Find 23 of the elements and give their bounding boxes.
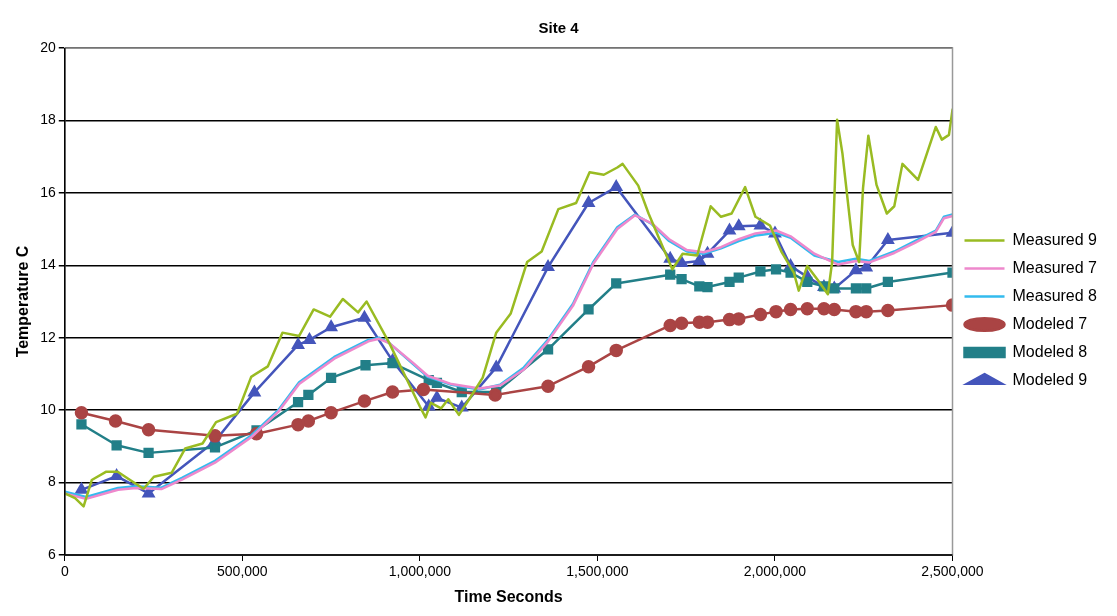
x-tick-label: 1,000,000 <box>388 563 452 580</box>
x-axis-title: Time Seconds <box>454 587 563 605</box>
y-tick-label: 16 <box>40 183 56 200</box>
x-tick-label: 0 <box>60 563 69 580</box>
legend-label: Modeled 9 <box>1012 370 1088 388</box>
y-tick-label: 14 <box>40 256 56 273</box>
legend-label: Measured 8 <box>1012 286 1098 304</box>
y-tick-label: 12 <box>40 328 56 345</box>
y-tick-label: 18 <box>40 111 56 128</box>
y-tick-label: 20 <box>40 38 56 55</box>
y-tick-label: 10 <box>40 401 56 417</box>
y-tick-label: 6 <box>47 545 56 562</box>
legend-label: Modeled 8 <box>1012 342 1088 360</box>
x-tick-label: 2,500,000 <box>921 563 984 580</box>
x-tick-label: 500,000 <box>217 563 268 580</box>
legend-label: Modeled 7 <box>1012 314 1088 332</box>
legend-label: Measured 9 <box>1012 230 1098 248</box>
x-tick-label: 1,500,000 <box>566 563 629 580</box>
chart-title: Site 4 <box>538 19 580 37</box>
y-tick-label: 8 <box>47 473 56 490</box>
legend-label: Measured 7 <box>1012 258 1098 276</box>
y-axis-title: Temperature C <box>14 245 32 358</box>
x-tick-label: 2,000,000 <box>743 563 807 580</box>
